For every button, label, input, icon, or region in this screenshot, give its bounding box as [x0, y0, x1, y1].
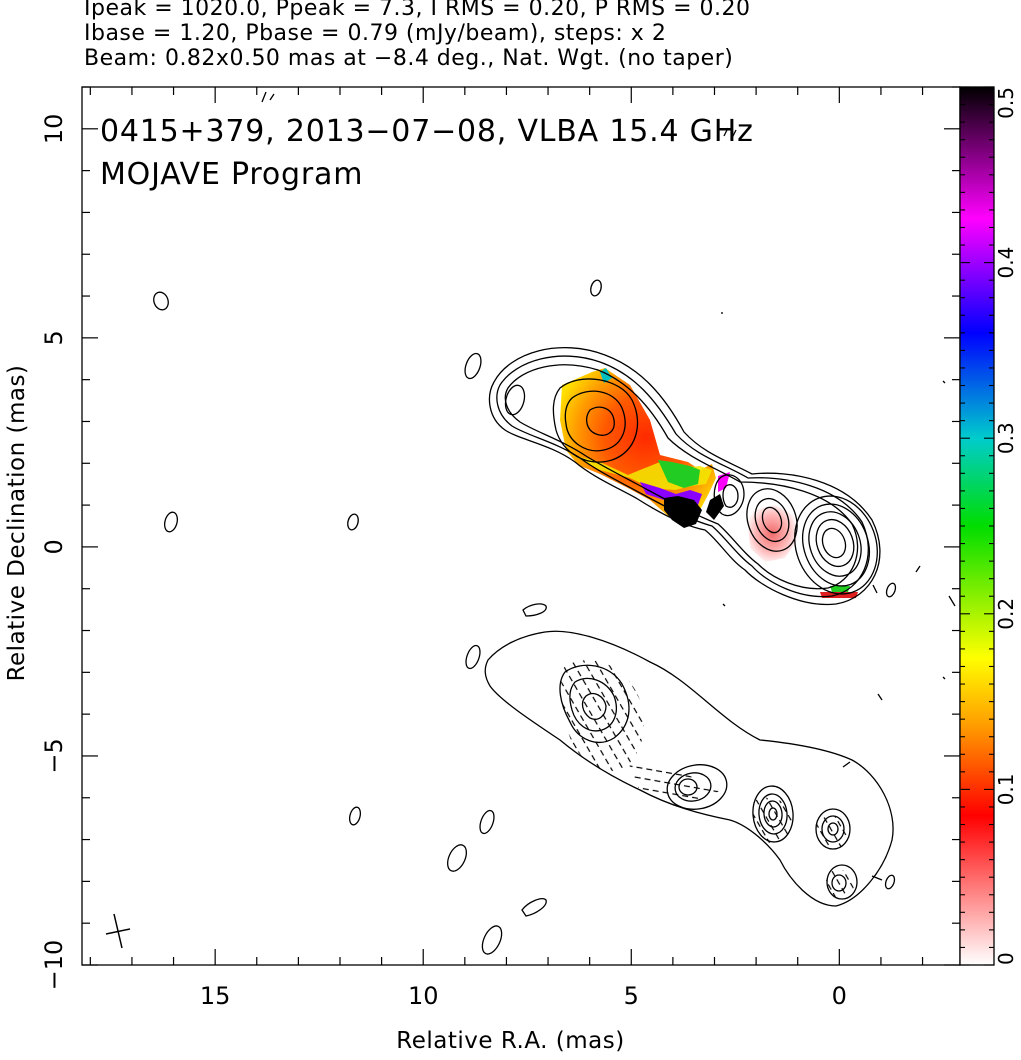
x-axis-label: Relative R.A. (mas) [396, 1028, 625, 1054]
colorbar-tick-label: 0.3 [994, 422, 1018, 454]
y-tick-label: 10 [40, 114, 68, 145]
colorbar-tick-label: 0.4 [994, 247, 1018, 279]
colorbar [959, 86, 995, 966]
y-axis-label: Relative Declination (mas) [4, 364, 30, 682]
source-title: 0415+379, 2013−07−08, VLBA 15.4 GHz [100, 114, 754, 149]
polarization-vectors [560, 660, 854, 898]
colorbar-tick-label: 0.2 [994, 598, 1018, 630]
y-tick-label: 5 [40, 330, 68, 345]
header-line-3: Beam: 0.82x0.50 mas at −8.4 deg., Nat. W… [84, 46, 734, 71]
x-tick-label: 10 [408, 982, 439, 1010]
colorbar-tick-label: 0 [994, 952, 1018, 965]
program-title: MOJAVE Program [100, 157, 363, 192]
colorbar-ticks [960, 86, 994, 966]
y-axis-tick-labels: 10 5 0 −5 −10 [40, 114, 68, 991]
x-axis-ticks [89, 87, 924, 965]
y-tick-label: −5 [40, 738, 68, 773]
y-tick-label: −10 [40, 940, 68, 991]
x-tick-label: 15 [200, 982, 231, 1010]
fractional-polarization-image [560, 368, 858, 598]
colorbar-tick-label: 0.1 [994, 773, 1018, 805]
x-tick-label: 5 [624, 982, 639, 1010]
x-tick-label: 0 [832, 982, 847, 1010]
header-line-1: Ipeak = 1020.0, Ppeak = 7.3, I RMS = 0.2… [84, 0, 751, 21]
y-axis-ticks [82, 86, 960, 966]
header-line-2: Ibase = 1.20, Pbase = 0.79 (mJy/beam), s… [84, 21, 667, 46]
beam-marker [105, 913, 131, 949]
x-axis-tick-labels: 15 10 5 0 [200, 982, 847, 1010]
colorbar-tick-label: 0.5 [994, 87, 1018, 119]
header: Ipeak = 1020.0, Ppeak = 7.3, I RMS = 0.2… [84, 0, 964, 71]
colorbar-tick-labels: 0 0.1 0.2 0.3 0.4 0.5 [994, 87, 1018, 965]
y-tick-label: 0 [40, 539, 68, 554]
